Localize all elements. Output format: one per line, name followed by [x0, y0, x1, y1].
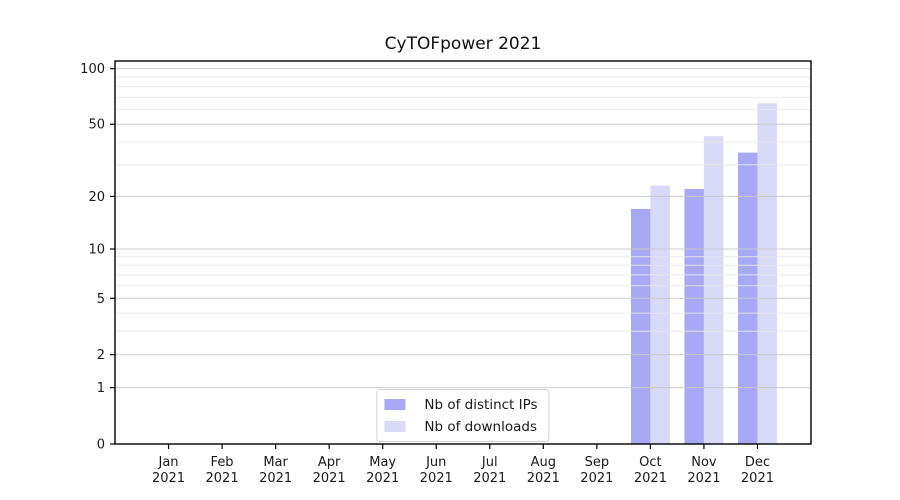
x-tick-label-year: 2021	[366, 471, 399, 486]
y-tick-label: 2	[97, 348, 105, 363]
x-tick-label-month: Dec	[745, 455, 770, 470]
bar-dec-downloads	[757, 103, 777, 444]
y-tick-label: 5	[97, 292, 105, 307]
x-tick-label-year: 2021	[152, 471, 185, 486]
x-tick-label-year: 2021	[687, 471, 720, 486]
x-tick-label-month: Sep	[585, 455, 610, 470]
legend-label-distinct-ips: Nb of distinct IPs	[424, 396, 538, 413]
legend-label-downloads: Nb of downloads	[424, 418, 537, 435]
y-tick-label: 0	[97, 438, 105, 453]
x-tick-label-year: 2021	[206, 471, 239, 486]
y-tick-label: 50	[88, 118, 105, 133]
x-tick-label-year: 2021	[741, 471, 774, 486]
x-tick-label-month: Apr	[318, 455, 341, 470]
y-tick-label: 10	[88, 242, 105, 257]
x-tick-label-month: Mar	[263, 455, 288, 470]
bar-nov-downloads	[703, 136, 724, 445]
x-tick-label-year: 2021	[420, 471, 453, 486]
chart-title: CyTOFpower 2021	[384, 34, 542, 54]
y-tick-label: 100	[80, 62, 105, 77]
plot-border	[114, 60, 812, 445]
x-tick-label-month: Nov	[691, 455, 717, 470]
legend-swatch-downloads	[384, 421, 406, 432]
x-tick-label-year: 2021	[527, 471, 560, 486]
y-tick-label: 1	[97, 381, 105, 396]
bar-oct-distinct-ips	[630, 208, 651, 444]
x-tick-label-year: 2021	[634, 471, 667, 486]
x-tick-label-year: 2021	[259, 471, 292, 486]
x-tick-label-year: 2021	[313, 471, 346, 486]
x-tick-label-year: 2021	[580, 471, 613, 486]
legend-swatch-distinct-ips	[384, 399, 406, 410]
x-tick-label-month: Jul	[481, 455, 498, 470]
y-tick-label: 20	[88, 190, 105, 205]
x-tick-label-month: Jun	[425, 455, 446, 470]
x-tick-label-month: Jan	[158, 455, 179, 470]
bar-nov-distinct-ips	[684, 189, 704, 444]
x-tick-label-month: Feb	[211, 455, 234, 470]
legend: Nb of distinct IPs Nb of downloads	[376, 389, 550, 442]
legend-item-distinct-ips: Nb of distinct IPs	[384, 395, 538, 414]
x-tick-label-month: Aug	[531, 455, 556, 470]
bar-oct-downloads	[650, 185, 670, 444]
x-tick-label-month: May	[369, 455, 396, 470]
x-tick-label-month: Oct	[639, 455, 661, 470]
legend-item-downloads: Nb of downloads	[384, 417, 537, 436]
x-tick-label-year: 2021	[473, 471, 506, 486]
